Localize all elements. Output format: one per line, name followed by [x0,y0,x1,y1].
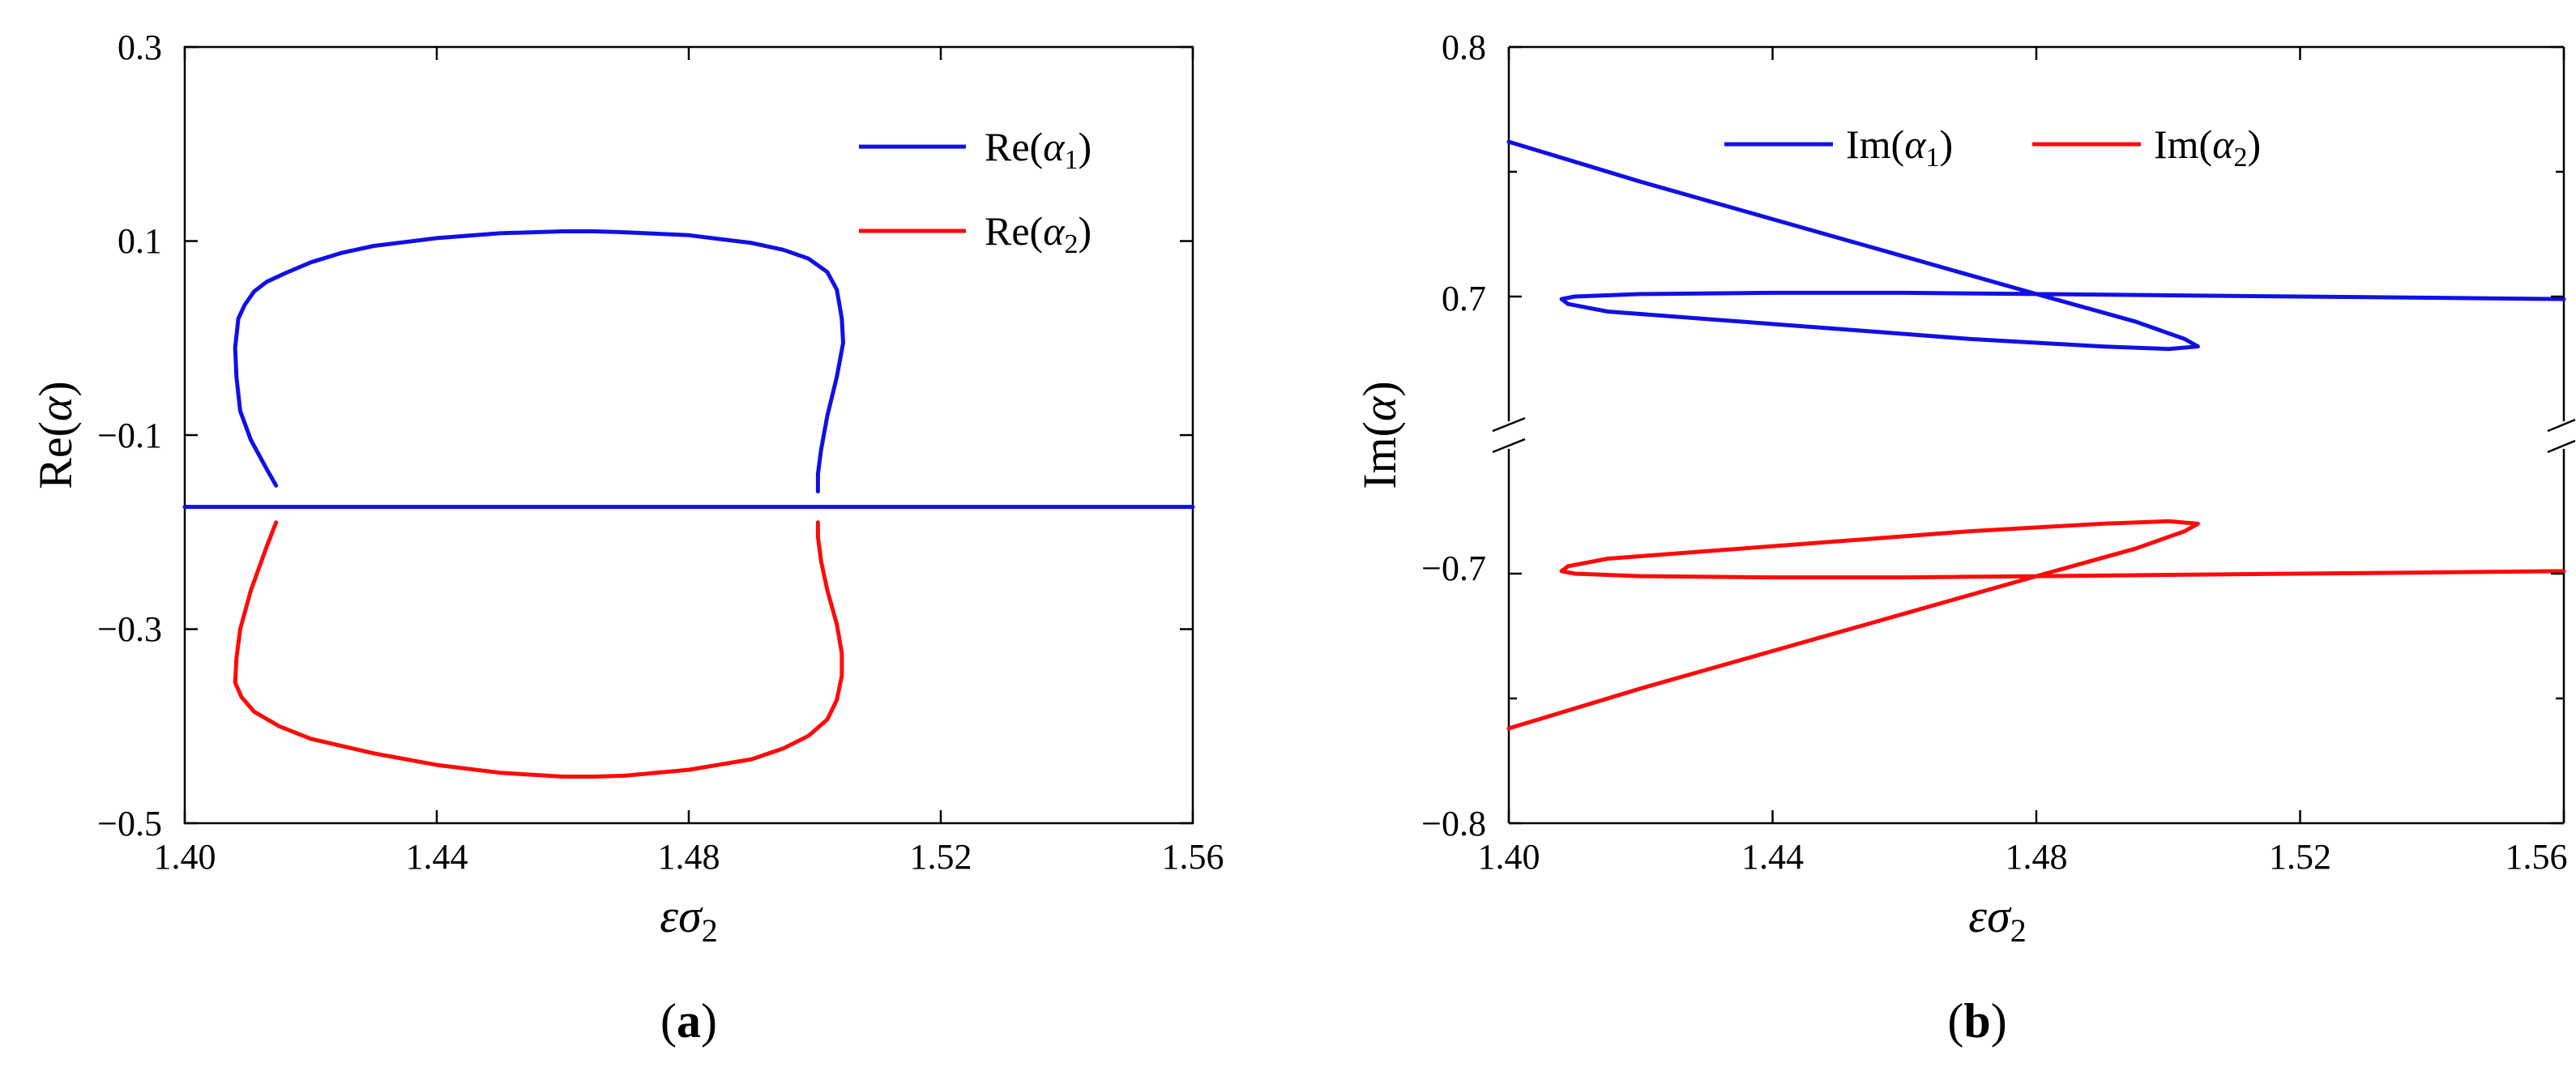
panel-b-chart: 1.40 1.44 1.48 1.52 1.56 0.8 0.7 −0.7 −0… [1353,28,2576,1048]
panel-b-ticks [1507,45,2565,825]
panel-b-axis-break-right-2 [2547,439,2576,454]
panel-a-legend-label-re-alpha1: Re(α1) [985,124,1091,175]
panel-a-xtick-label: 1.52 [910,837,972,877]
panel-a-chart: 1.40 1.44 1.48 1.52 1.56 −0.5 −0.3 −0.1 … [29,28,1224,1048]
panel-b-xtick-label: 1.48 [2006,837,2068,877]
panel-a-ticks [183,45,1194,825]
panel-b-xtick-label: 1.56 [2506,837,2568,877]
panel-b-axis-break-left-1 [1492,416,1526,433]
panel-a-xtick-label: 1.44 [406,837,468,877]
panel-b-ytick-label: −0.7 [1421,549,1486,588]
panel-a-ytick-label: −0.3 [97,609,162,649]
panel-b-xtick-label: 1.44 [1741,837,1804,877]
panel-a-xtick-label: 1.40 [154,837,216,877]
panel-a-caption: (a) [660,994,717,1048]
panel-a-xtick-label: 1.56 [1162,837,1224,877]
panel-b-legend-label-im-alpha1: Im(α1) [1846,122,1953,173]
panel-b-series-1-line-1 [1506,139,2566,352]
panel-a-ytick-label: 0.3 [117,28,162,67]
panel-a-series-1-line-2 [233,229,845,493]
panel-b-xtick-label: 1.40 [1478,837,1540,877]
panel-b-axis-break-right-1 [2547,418,2576,433]
panel-a-legend: Re(α1) Re(α2) [859,124,1091,259]
panel-b-legend: Im(α1) Im(α2) [1724,122,2261,173]
panel-a-ytick-label: −0.5 [97,804,162,843]
panel-a-legend-label-re-alpha2: Re(α2) [985,208,1091,259]
panel-b-ytick-label: 0.7 [1442,279,1486,318]
panel-a-series-2-line-1 [233,520,844,779]
panel-a-ylabel: Re(α) [29,381,82,489]
panel-b-ytick-label: 0.8 [1442,28,1486,67]
panel-b-ylabel: Im(α) [1353,381,1406,489]
panel-b-legend-label-im-alpha2: Im(α2) [2154,122,2261,173]
panel-b-series-group [1506,139,2566,731]
panel-b-xlabel: εσ2 [1968,890,2026,949]
panel-b-axis-break-left-2 [1492,438,1526,454]
panel-a-xtick-label: 1.48 [658,837,720,877]
panel-a-ytick-label: −0.1 [97,416,162,455]
panel-a-series-group [182,229,1195,779]
panel-a-xlabel: εσ2 [660,890,717,949]
panel-b-caption: (b) [1947,994,2006,1048]
panel-a-ytick-label: 0.1 [117,221,162,261]
panel-b-ytick-label: −0.8 [1421,804,1486,843]
panel-b-series-2-line-1 [1506,519,2566,731]
panel-b-xtick-label: 1.52 [2269,837,2331,877]
